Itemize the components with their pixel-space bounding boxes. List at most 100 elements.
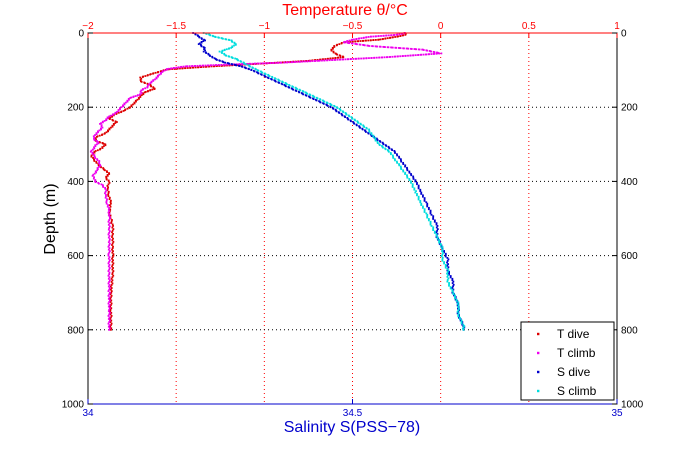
- data-point: [108, 321, 111, 323]
- data-point: [152, 87, 155, 89]
- data-point: [416, 193, 418, 195]
- data-point: [384, 148, 387, 151]
- data-point: [443, 262, 445, 265]
- data-point: [365, 57, 368, 60]
- data-point: [107, 195, 110, 198]
- data-point: [107, 192, 110, 195]
- data-point: [243, 62, 246, 65]
- data-point: [110, 327, 113, 330]
- data-point: [112, 270, 115, 272]
- data-point: [446, 279, 449, 281]
- data-point: [126, 99, 129, 102]
- data-point: [396, 154, 399, 157]
- data-point: [108, 271, 111, 274]
- data-point: [134, 99, 137, 102]
- data-point: [309, 94, 312, 96]
- data-point: [432, 53, 435, 55]
- data-point: [111, 219, 113, 221]
- data-point: [184, 67, 186, 70]
- data-point: [235, 64, 238, 67]
- data-point: [279, 61, 282, 64]
- series-layer: [89, 32, 466, 331]
- data-point: [429, 222, 432, 225]
- data-point: [172, 67, 175, 70]
- data-point: [370, 135, 373, 137]
- data-point: [96, 140, 99, 143]
- data-point: [115, 113, 118, 115]
- data-point: [128, 98, 130, 101]
- data-point: [452, 285, 454, 288]
- data-point: [253, 62, 256, 65]
- data-point: [109, 116, 112, 119]
- data-point: [337, 56, 339, 59]
- data-point: [438, 238, 441, 241]
- data-point: [108, 328, 111, 331]
- data-point: [146, 90, 149, 93]
- data-point: [108, 204, 111, 207]
- data-point: [101, 126, 104, 129]
- data-point: [399, 165, 402, 168]
- data-point: [261, 62, 264, 65]
- data-point: [361, 128, 364, 131]
- data-point: [441, 253, 444, 256]
- data-point: [108, 172, 110, 174]
- data-point: [102, 168, 105, 171]
- data-point: [94, 157, 97, 160]
- data-point: [447, 258, 450, 261]
- data-point: [412, 175, 415, 178]
- x-top-tick-label: −1: [259, 21, 271, 32]
- data-point: [380, 35, 382, 37]
- data-point: [413, 187, 416, 190]
- data-point: [132, 96, 135, 98]
- data-point: [375, 56, 378, 59]
- data-point: [351, 42, 354, 45]
- data-point: [288, 86, 291, 89]
- data-point: [197, 35, 199, 37]
- data-point: [109, 205, 112, 208]
- data-point: [332, 107, 335, 110]
- data-point: [417, 195, 420, 198]
- data-point: [331, 59, 333, 61]
- data-point: [207, 65, 210, 68]
- data-point: [313, 60, 316, 62]
- data-point: [422, 194, 424, 197]
- data-point: [120, 111, 122, 114]
- data-point: [106, 205, 109, 208]
- data-point: [108, 235, 111, 237]
- data-point: [438, 241, 440, 244]
- data-point: [427, 208, 430, 211]
- data-point: [140, 92, 143, 94]
- data-point: [104, 192, 106, 195]
- data-point: [454, 297, 456, 300]
- data-point: [110, 202, 112, 205]
- data-point: [100, 125, 103, 128]
- data-point: [107, 179, 110, 182]
- data-point: [372, 35, 375, 38]
- data-point: [417, 184, 420, 187]
- data-point: [427, 206, 430, 209]
- data-point: [319, 98, 322, 101]
- data-point: [117, 111, 120, 114]
- data-point: [108, 316, 111, 319]
- data-point: [95, 132, 98, 135]
- data-point: [281, 61, 284, 64]
- data-point: [446, 269, 449, 272]
- data-point: [157, 75, 159, 78]
- data-point: [108, 128, 111, 131]
- data-point: [108, 196, 111, 199]
- data-point: [415, 48, 418, 51]
- data-point: [438, 240, 441, 243]
- data-point: [108, 288, 111, 291]
- data-point: [105, 193, 107, 196]
- data-point: [142, 93, 145, 96]
- data-point: [105, 189, 108, 192]
- data-point: [451, 287, 454, 289]
- data-point: [322, 102, 325, 105]
- data-point: [343, 41, 346, 44]
- data-point: [94, 137, 97, 140]
- data-point: [406, 169, 409, 172]
- data-point: [109, 201, 112, 204]
- data-point: [363, 44, 366, 47]
- data-point: [369, 39, 372, 42]
- data-point: [201, 38, 203, 40]
